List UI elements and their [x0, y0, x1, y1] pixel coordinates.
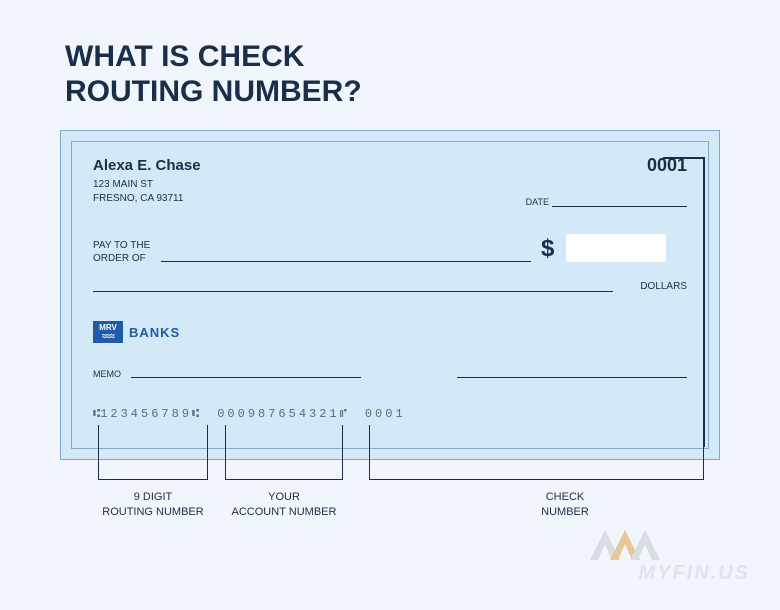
pay-to-label: PAY TO THEORDER OF	[93, 239, 150, 265]
callout-routing-label: 9 DIGITROUTING NUMBER	[98, 490, 208, 520]
bank-logo-waves: ≈≈≈	[102, 332, 114, 341]
memo-label: MEMO	[93, 369, 121, 379]
bank-logo: MRV ≈≈≈ BANKS	[93, 321, 180, 343]
amount-words-line	[93, 291, 613, 292]
callout-connector-v	[703, 157, 705, 447]
callout-account-label: YOURACCOUNT NUMBER	[225, 490, 343, 520]
micr-routing: ⑆123456789⑆	[93, 407, 199, 421]
check-container: Alexa E. Chase 123 MAIN ST FRESNO, CA 93…	[60, 130, 720, 460]
bracket-routing	[98, 425, 208, 480]
micr-check: 0001	[365, 407, 406, 421]
callout-check-label: CHECKNUMBER	[520, 490, 610, 520]
dollars-label: DOLLARS	[640, 281, 687, 292]
mf-logo-icon	[590, 530, 660, 560]
bracket-check	[369, 425, 704, 480]
page-title: WHAT IS CHECKROUTING NUMBER?	[65, 40, 362, 109]
address-line-2: FRESNO, CA 93711	[93, 193, 183, 204]
bracket-account	[225, 425, 343, 480]
date-line	[552, 206, 687, 207]
micr-account: 000987654321⑈	[217, 407, 347, 421]
memo-line	[131, 377, 361, 378]
bank-name: BANKS	[129, 325, 180, 340]
check-inner-border	[71, 141, 709, 449]
dollar-sign: $	[541, 235, 554, 263]
watermark-text: MYFIN.US	[638, 562, 750, 585]
address-line-1: 123 MAIN ST	[93, 179, 153, 190]
micr-line: ⑆123456789⑆ 000987654321⑈ 0001	[93, 407, 406, 421]
callout-connector-h	[663, 157, 705, 159]
bank-logo-icon: MRV ≈≈≈	[93, 321, 123, 343]
date-label: DATE	[526, 197, 549, 207]
pay-to-line	[161, 261, 531, 262]
amount-box	[566, 234, 666, 262]
signature-line	[457, 377, 687, 378]
account-holder-name: Alexa E. Chase	[93, 157, 201, 174]
